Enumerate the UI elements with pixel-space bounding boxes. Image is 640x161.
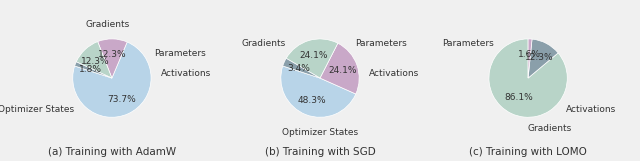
Wedge shape [76, 42, 112, 78]
Text: 1.8%: 1.8% [79, 65, 102, 74]
Wedge shape [73, 42, 151, 117]
Text: 24.1%: 24.1% [328, 66, 356, 75]
Text: Parameters: Parameters [442, 39, 493, 48]
Wedge shape [286, 39, 338, 78]
Text: 73.7%: 73.7% [108, 95, 136, 104]
Text: 12.3%: 12.3% [81, 57, 110, 66]
Text: Parameters: Parameters [154, 49, 206, 58]
Text: Parameters: Parameters [355, 39, 406, 48]
Text: 1.6%: 1.6% [518, 50, 541, 59]
Title: (b) Training with SGD: (b) Training with SGD [264, 147, 376, 157]
Text: Gradients: Gradients [527, 123, 572, 133]
Text: Optimizer States: Optimizer States [0, 105, 74, 114]
Wedge shape [75, 62, 112, 78]
Title: (c) Training with LOMO: (c) Training with LOMO [469, 147, 587, 157]
Text: Gradients: Gradients [86, 20, 130, 29]
Wedge shape [528, 39, 532, 78]
Text: 24.1%: 24.1% [299, 51, 328, 60]
Wedge shape [489, 39, 567, 117]
Text: Activations: Activations [369, 69, 419, 78]
Text: Activations: Activations [566, 105, 616, 114]
Text: 86.1%: 86.1% [504, 93, 533, 102]
Title: (a) Training with AdamW: (a) Training with AdamW [48, 147, 176, 157]
Wedge shape [320, 43, 359, 94]
Text: Activations: Activations [161, 69, 211, 78]
Text: 48.3%: 48.3% [297, 95, 326, 104]
Wedge shape [283, 58, 320, 78]
Text: Gradients: Gradients [241, 39, 285, 48]
Wedge shape [98, 39, 127, 78]
Text: 12.3%: 12.3% [525, 53, 554, 62]
Text: Optimizer States: Optimizer States [282, 128, 358, 137]
Text: 12.3%: 12.3% [98, 50, 127, 59]
Text: 3.4%: 3.4% [287, 64, 310, 73]
Wedge shape [281, 66, 356, 117]
Wedge shape [528, 39, 558, 78]
